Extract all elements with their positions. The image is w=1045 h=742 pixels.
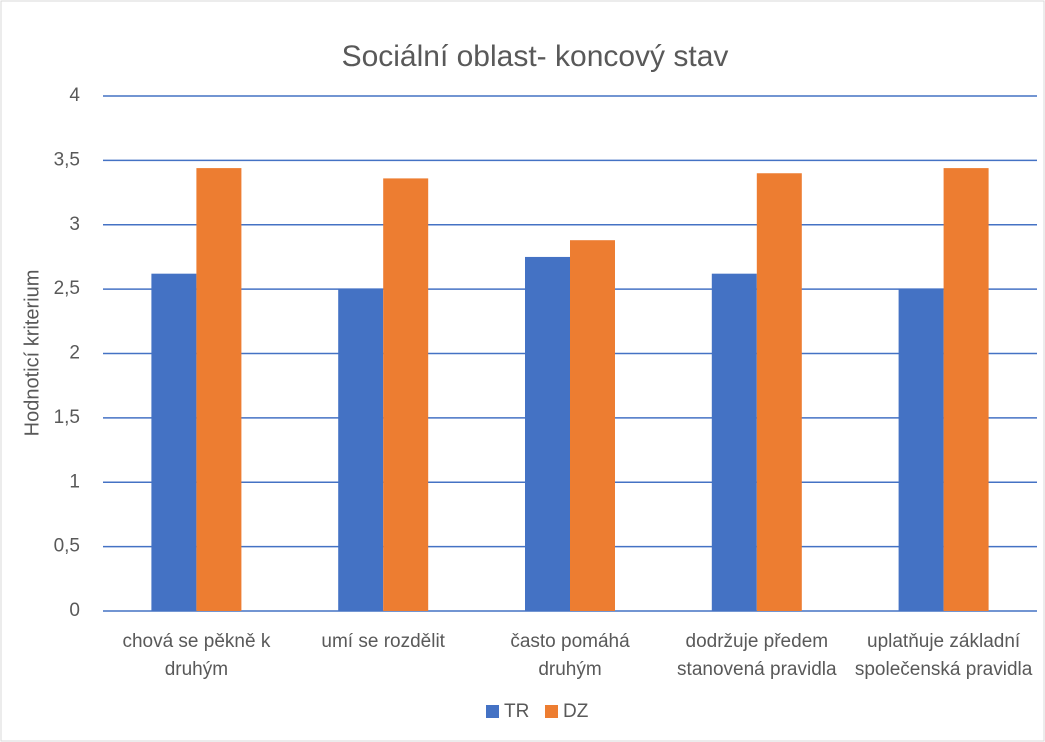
y-tick-label: 3,5 bbox=[54, 149, 80, 170]
bar bbox=[756, 173, 802, 611]
y-tick-label: 1 bbox=[69, 471, 80, 492]
legend-label: TR bbox=[504, 701, 529, 722]
y-tick-label: 3 bbox=[69, 214, 80, 235]
x-tick-label: chová se pěkně k druhým bbox=[122, 631, 271, 680]
y-tick-label: 0,5 bbox=[54, 536, 80, 557]
y-axis-label: Hodnoticí kriterium bbox=[21, 270, 43, 437]
x-tick-label: dodržuje předem stanovená pravidla bbox=[677, 631, 837, 680]
bar bbox=[898, 289, 944, 611]
y-tick-label: 2 bbox=[69, 343, 80, 364]
bar bbox=[383, 178, 429, 611]
x-tick-label: umí se rozdělit bbox=[321, 631, 445, 652]
legend-label: DZ bbox=[563, 701, 589, 722]
bar bbox=[570, 240, 615, 611]
bar bbox=[151, 273, 197, 611]
legend-swatch bbox=[545, 705, 558, 718]
y-tick-label: 2,5 bbox=[54, 278, 80, 299]
legend-swatch bbox=[486, 705, 499, 718]
x-tick-label: často pomáhá druhým bbox=[510, 631, 630, 680]
bar bbox=[338, 289, 384, 611]
y-tick-label: 1,5 bbox=[54, 407, 80, 428]
x-tick-label: uplatňuje základní společenská pravidla bbox=[854, 631, 1033, 680]
bar bbox=[196, 168, 242, 611]
bar bbox=[711, 273, 757, 611]
bar bbox=[525, 256, 570, 611]
y-tick-label: 0 bbox=[69, 600, 80, 621]
y-tick-label: 4 bbox=[69, 85, 80, 106]
chart-title: Sociální oblast- koncový stav bbox=[342, 40, 729, 73]
bar bbox=[943, 168, 989, 611]
